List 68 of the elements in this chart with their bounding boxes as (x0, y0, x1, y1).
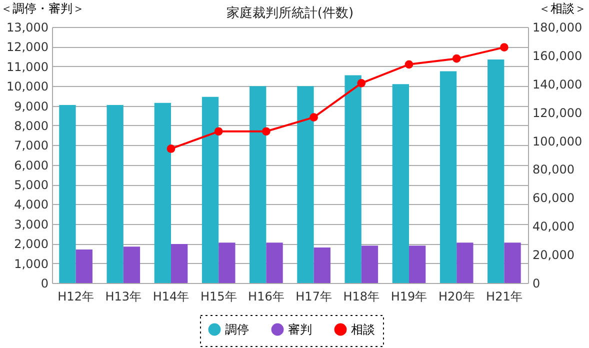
y-tick-label: 13,000 (6, 20, 48, 34)
x-tick-label: H19年 (390, 290, 428, 304)
point (452, 54, 461, 63)
y-tick-label: 10,000 (6, 80, 48, 94)
bar (76, 250, 92, 283)
y2-tick-label: 140,000 (532, 77, 582, 92)
x-tick-label: H13年 (105, 290, 142, 304)
point (262, 127, 270, 136)
bar (202, 96, 219, 283)
y-tick-label: 7,000 (14, 138, 48, 153)
legend-label: 審判 (288, 322, 312, 337)
y-tick-label: 11,000 (6, 60, 48, 74)
chart-title: 家庭裁判所統計(件数) (226, 5, 354, 21)
x-tick-label: H12年 (58, 290, 94, 304)
y-tick-label: 1,000 (14, 256, 48, 271)
y2-tick-label: 100,000 (532, 134, 582, 148)
bar (250, 86, 266, 283)
y-tick-label: 6,000 (14, 158, 48, 172)
y-tick-label: 9,000 (14, 99, 48, 114)
legend-label: 相談 (351, 322, 375, 337)
bar (106, 104, 124, 283)
point (166, 144, 176, 153)
point (357, 79, 366, 88)
y-tick-label: 12,000 (6, 40, 48, 54)
y-tick-label: 3,000 (14, 217, 48, 232)
x-tick-label: H17年 (296, 290, 332, 304)
x-tick-label: H16年 (248, 290, 284, 304)
y2-tick-label: 0 (532, 276, 540, 290)
point (500, 43, 508, 52)
y2-tick-label: 160,000 (532, 48, 582, 63)
bar (154, 102, 171, 283)
bar (344, 75, 362, 283)
y-axis-title: ＜調停・審判＞ (0, 2, 84, 16)
bar (392, 84, 409, 283)
y-tick-label: 0 (40, 276, 48, 290)
bar (361, 246, 378, 283)
y2-tick-label: 120,000 (532, 106, 582, 120)
y2-axis-title: ＜相談＞ (538, 2, 586, 16)
bar (440, 71, 457, 283)
x-tick-label: H21年 (486, 290, 522, 304)
y2-tick-label: 40,000 (532, 220, 574, 234)
x-tick-label: H18年 (343, 290, 380, 304)
legend-label: 調停 (225, 322, 249, 337)
bar (218, 242, 236, 283)
y-tick-label: 8,000 (14, 118, 48, 133)
y2-tick-label: 60,000 (532, 191, 574, 206)
bar (171, 244, 188, 283)
bar (123, 246, 140, 283)
bar (297, 86, 314, 283)
y2-tick-label: 180,000 (532, 20, 582, 34)
point (404, 60, 414, 69)
y-tick-label: 4,000 (14, 198, 48, 212)
bar (266, 242, 283, 283)
point (310, 113, 318, 122)
bar (488, 59, 504, 283)
y-tick-label: 5,000 (14, 178, 48, 192)
bar (59, 104, 76, 283)
x-tick-label: H14年 (152, 290, 190, 304)
y2-tick-label: 80,000 (532, 162, 574, 177)
x-tick-label: H20年 (438, 290, 475, 304)
y2-tick-label: 20,000 (532, 248, 574, 262)
x-tick-label: H15年 (200, 290, 237, 304)
bar (504, 242, 521, 283)
bar (409, 246, 426, 283)
point (214, 127, 223, 136)
bar (314, 248, 330, 283)
bar (456, 242, 474, 283)
y-tick-label: 2,000 (14, 237, 48, 252)
